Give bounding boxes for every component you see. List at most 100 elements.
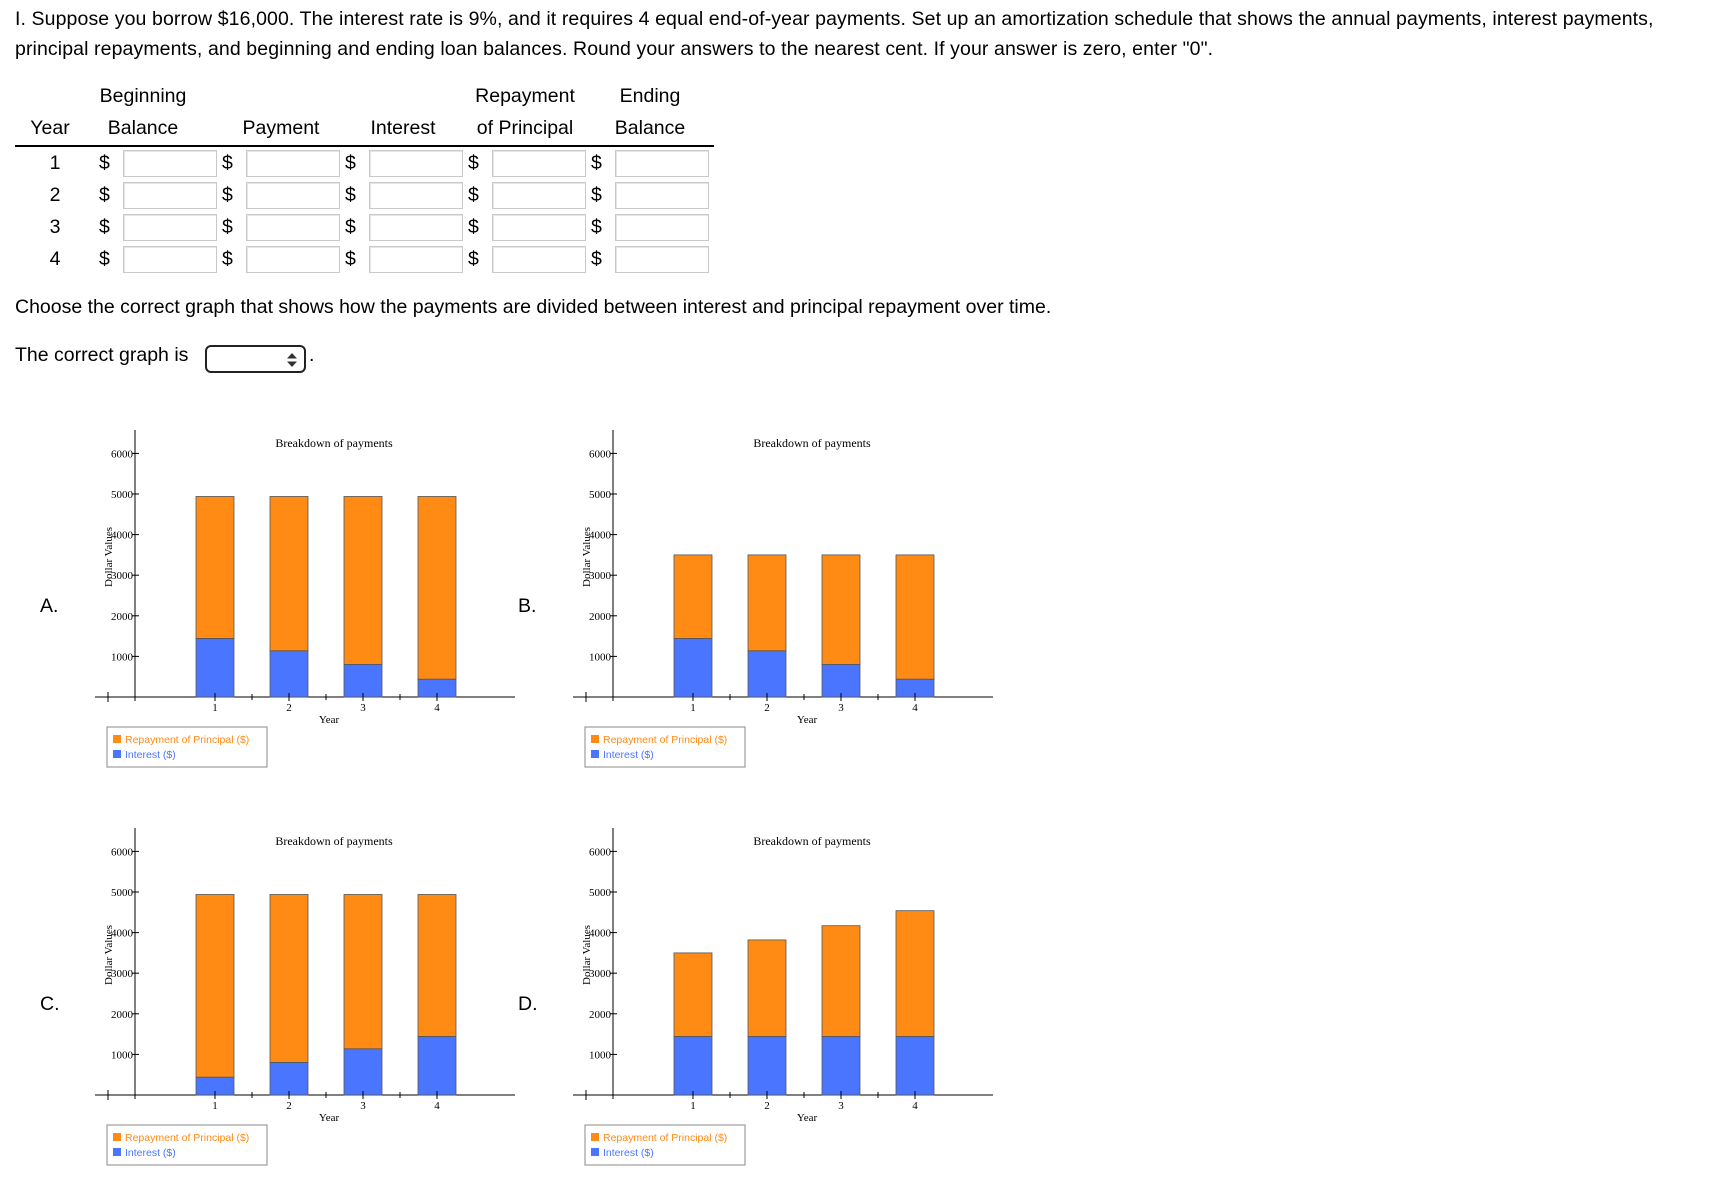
beginning-input[interactable] — [123, 214, 217, 241]
option-b-label[interactable]: B. — [518, 595, 537, 617]
bar-interest — [747, 650, 787, 698]
y-tick-label: 4000 — [589, 530, 612, 542]
header-beginning-top: Beginning — [99, 85, 187, 107]
legend-box — [584, 726, 746, 768]
option-a-label[interactable]: A. — [40, 595, 59, 617]
payment-input[interactable] — [246, 182, 340, 209]
legend-label-principal: Repayment of Principal ($) — [603, 734, 727, 746]
x-tick-label: 3 — [838, 702, 844, 714]
bar-principal — [747, 554, 787, 652]
amortization-table: Year Beginning Balance Payment Interest … — [15, 80, 715, 273]
x-axis-label: Year — [319, 714, 340, 726]
ending-input[interactable] — [615, 150, 709, 177]
legend-box — [106, 726, 268, 768]
header-repayment-bottom: of Principal — [476, 117, 574, 139]
y-tick-label: 4000 — [111, 928, 134, 940]
x-tick-label: 2 — [286, 1100, 292, 1112]
principal-input[interactable] — [492, 214, 586, 241]
legend-label-principal: Repayment of Principal ($) — [125, 1132, 249, 1144]
principal-input[interactable] — [492, 182, 586, 209]
beginning-input[interactable] — [123, 150, 217, 177]
chart-title: Breakdown of payments — [753, 834, 871, 848]
y-tick-label: 5000 — [589, 887, 612, 899]
legend-box — [106, 1124, 268, 1166]
y-tick-label: 6000 — [589, 846, 612, 858]
graph-answer-dropdown[interactable] — [205, 345, 306, 373]
y-tick-label: 2000 — [111, 611, 134, 623]
option-d-label[interactable]: D. — [518, 993, 538, 1015]
ending-input[interactable] — [615, 182, 709, 209]
chart-svg: Breakdown of payments 1000 2000 3000 4000 500… — [95, 828, 515, 1166]
currency-symbol: $ — [591, 184, 602, 206]
graph-answer-period: . — [309, 344, 315, 366]
y-tick-label: 6000 — [589, 448, 612, 460]
y-tick-label: 4000 — [589, 928, 612, 940]
bar-interest — [821, 664, 861, 698]
chart-option-d: Breakdown of payments 1000 2000 3000 4000 500… — [573, 828, 998, 1180]
currency-symbol: $ — [222, 152, 233, 174]
legend-swatch-interest — [591, 750, 599, 758]
chart-title: Breakdown of payments — [753, 436, 871, 450]
x-tick-label: 1 — [212, 702, 218, 714]
beginning-input[interactable] — [123, 182, 217, 209]
dropdown-arrows-icon — [287, 353, 297, 367]
y-tick-label: 3000 — [111, 570, 134, 582]
chart-svg: Breakdown of payments 1000 2000 3000 4000 500… — [573, 828, 993, 1166]
currency-symbol: $ — [99, 152, 110, 174]
x-tick-label: 3 — [838, 1100, 844, 1112]
option-c-label[interactable]: C. — [40, 993, 60, 1015]
legend-swatch-principal — [591, 735, 599, 743]
payment-input[interactable] — [246, 150, 340, 177]
interest-input[interactable] — [369, 150, 463, 177]
payment-input[interactable] — [246, 214, 340, 241]
currency-symbol: $ — [99, 184, 110, 206]
x-axis-label: Year — [797, 714, 818, 726]
currency-symbol: $ — [591, 152, 602, 174]
row-year: 1 — [49, 152, 61, 174]
bar-interest — [895, 1036, 935, 1096]
bar-interest — [747, 1036, 787, 1096]
bar-principal — [195, 496, 235, 639]
bar-interest — [269, 1062, 309, 1096]
bar-principal — [747, 939, 787, 1037]
interest-input[interactable] — [369, 246, 463, 273]
legend-label-principal: Repayment of Principal ($) — [603, 1132, 727, 1144]
currency-symbol: $ — [468, 216, 479, 238]
legend-swatch-interest — [113, 1148, 121, 1156]
header-payment: Payment — [242, 117, 320, 139]
currency-symbol: $ — [99, 216, 110, 238]
y-tick-label: 6000 — [111, 448, 134, 460]
header-beginning-bottom: Balance — [107, 117, 179, 139]
y-tick-label: 6000 — [111, 846, 134, 858]
currency-symbol: $ — [345, 184, 356, 206]
payment-input[interactable] — [246, 246, 340, 273]
chart-option-a: Breakdown of payments 1000 2000 3000 4000 500… — [95, 430, 520, 782]
ending-input[interactable] — [615, 246, 709, 273]
question-text: I. Suppose you borrow $16,000. The inter… — [15, 8, 1654, 60]
interest-input[interactable] — [369, 214, 463, 241]
y-tick-label: 2000 — [589, 611, 612, 623]
y-axis-label: Dollar Values — [103, 925, 115, 985]
principal-input[interactable] — [492, 150, 586, 177]
interest-input[interactable] — [369, 182, 463, 209]
bar-interest — [673, 1036, 713, 1096]
currency-symbol: $ — [345, 152, 356, 174]
chart-svg: Breakdown of payments 1000 2000 3000 4000 500… — [573, 430, 993, 768]
bar-principal — [821, 925, 861, 1037]
legend-swatch-principal — [113, 1133, 121, 1141]
currency-symbol: $ — [591, 248, 602, 270]
x-tick-label: 2 — [764, 1100, 770, 1112]
bar-principal — [895, 910, 935, 1037]
bar-principal — [673, 554, 713, 639]
y-tick-label: 2000 — [589, 1009, 612, 1021]
bar-interest — [417, 1036, 457, 1096]
legend-swatch-principal — [113, 735, 121, 743]
ending-input[interactable] — [615, 214, 709, 241]
beginning-input[interactable] — [123, 246, 217, 273]
y-tick-label: 1000 — [589, 651, 612, 663]
chart-legend: Repayment of Principal ($) Interest ($) — [584, 726, 746, 768]
x-tick-label: 4 — [912, 702, 918, 714]
graph-question: Choose the correct graph that shows how … — [15, 296, 1052, 318]
bar-principal — [195, 894, 235, 1078]
principal-input[interactable] — [492, 246, 586, 273]
